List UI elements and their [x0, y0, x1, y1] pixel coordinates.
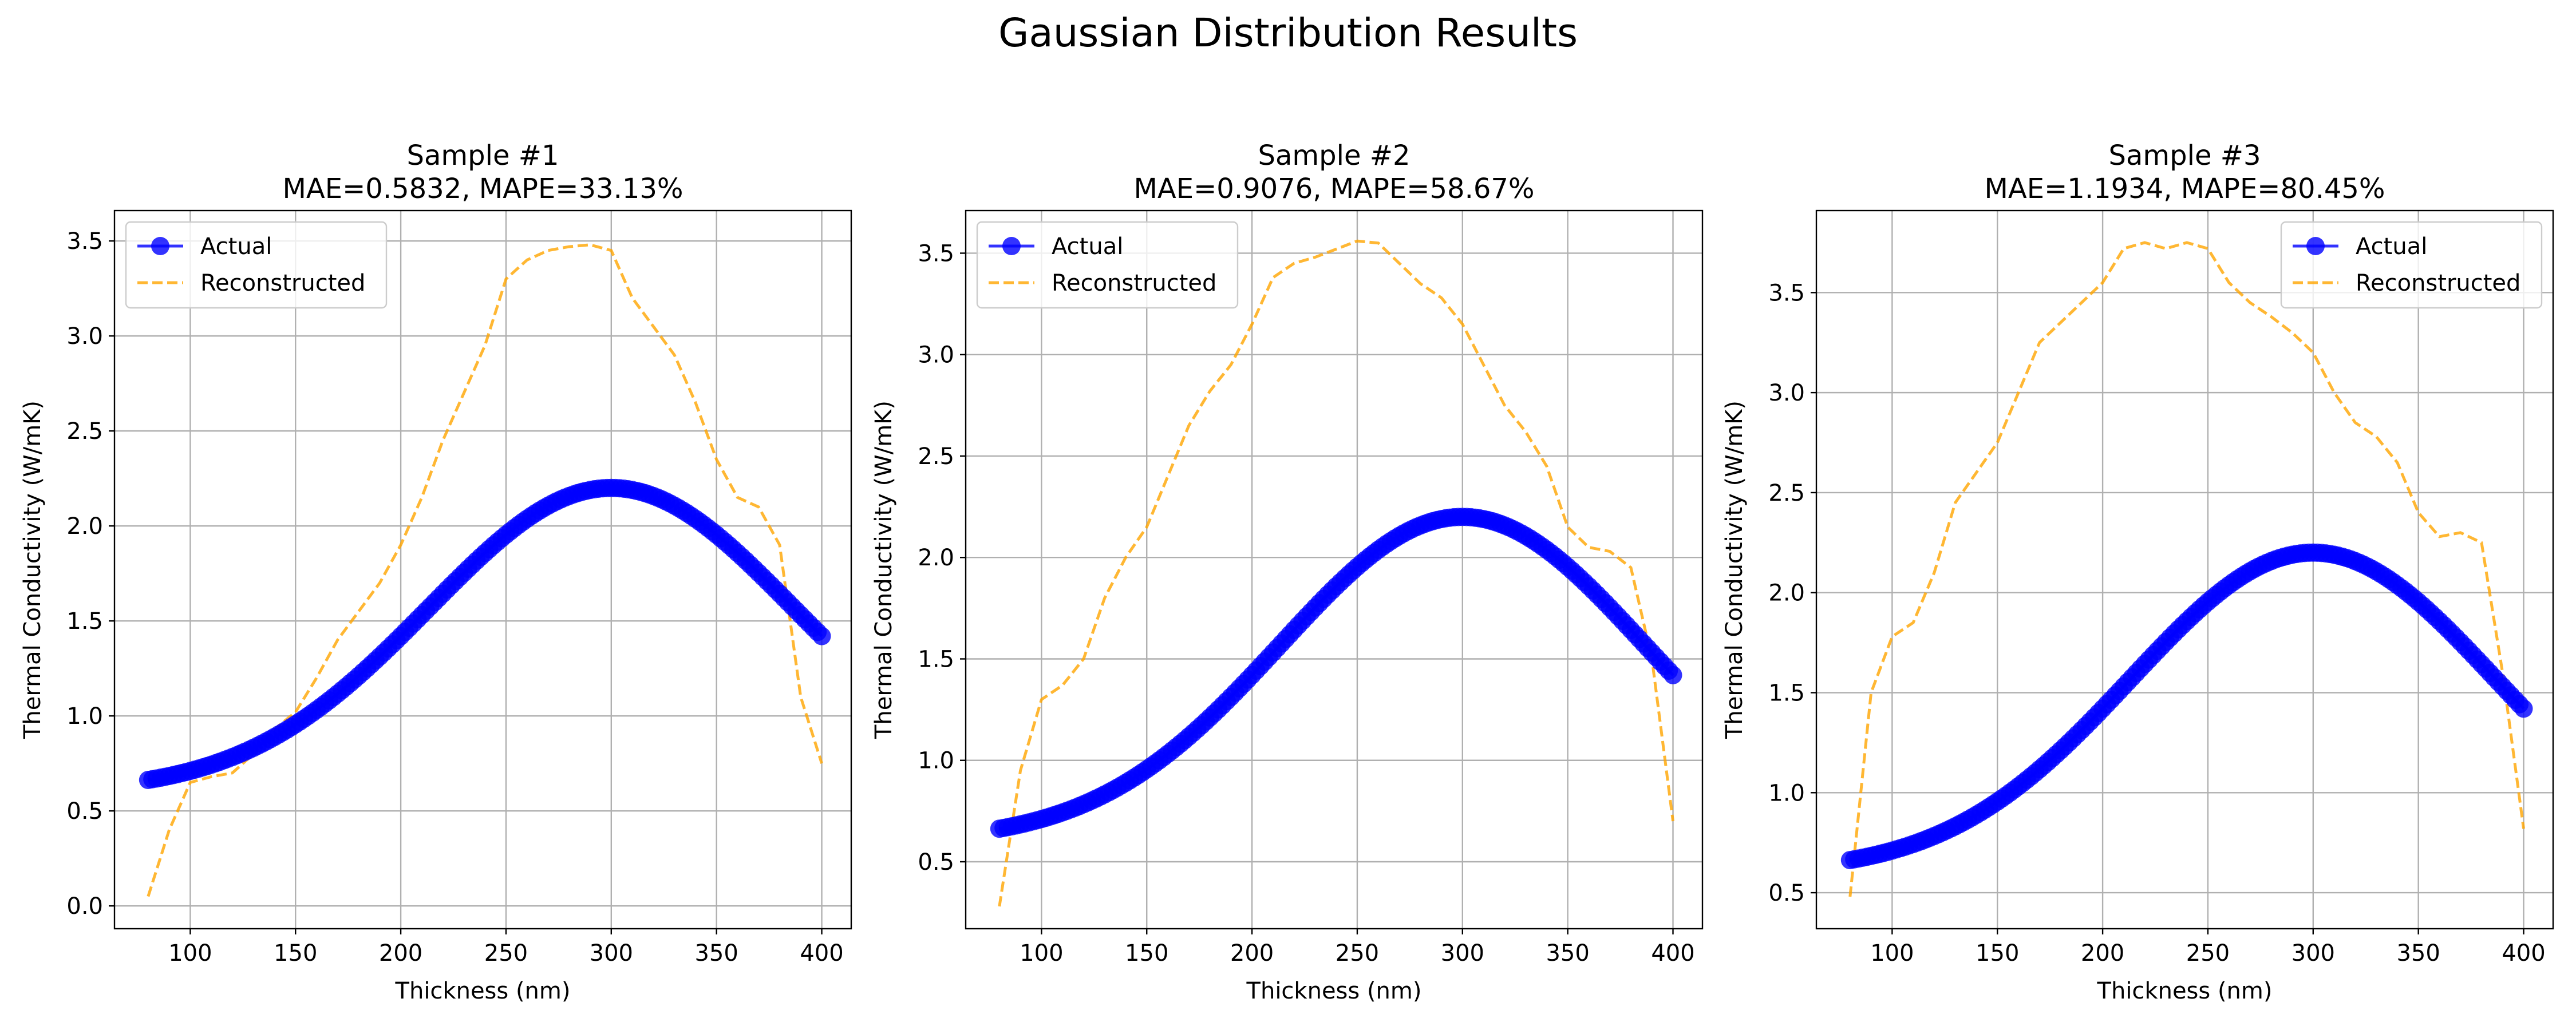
y-tick-label: 1.5	[66, 608, 103, 635]
x-tick-label: 150	[1976, 940, 2019, 966]
y-tick-label: 3.0	[66, 323, 103, 350]
legend-reconstructed-label: Reconstructed	[200, 270, 365, 296]
x-tick-label: 200	[2081, 940, 2124, 966]
y-tick-label: 1.0	[1768, 780, 1805, 806]
y-axis-label: Thermal Conductivity (W/mK)	[19, 401, 46, 739]
x-tick-label: 100	[1870, 940, 1914, 966]
subplot-title: Sample #1	[407, 140, 559, 172]
y-tick-label: 2.5	[918, 443, 954, 470]
reconstructed-series-line	[1848, 241, 2525, 897]
legend: Actual Reconstructed	[2280, 221, 2543, 309]
x-tick-label: 400	[1651, 940, 1694, 966]
y-tick-label: 3.5	[1768, 280, 1805, 306]
legend-actual-label: Actual	[200, 233, 272, 260]
x-tick-label: 300	[590, 940, 633, 966]
x-tick-label: 300	[1441, 940, 1484, 966]
y-axis-label: Thermal Conductivity (W/mK)	[1721, 401, 1748, 739]
figure-title: Gaussian Distribution Results	[998, 10, 1578, 56]
y-tick-label: 1.0	[918, 748, 954, 774]
reconstructed-series-line	[147, 243, 823, 897]
y-axis-label: Thermal Conductivity (W/mK)	[871, 401, 897, 739]
reconstructed-series-line	[998, 239, 1674, 907]
y-tick-label: 3.0	[1768, 380, 1805, 406]
y-tick-label: 0.0	[66, 893, 103, 920]
legend-box	[125, 221, 388, 309]
y-tick-label: 2.5	[66, 418, 103, 445]
x-tick-label: 200	[1230, 940, 1274, 966]
x-axis-label: Thickness (nm)	[1246, 978, 1422, 1004]
y-tick-label: 3.5	[918, 240, 954, 267]
legend-box	[976, 221, 1239, 309]
y-tick-label: 1.5	[1768, 680, 1805, 706]
subplot-sample-1: 100 150 200 250 300 350 400 0.0 0.5 1.0 1.5 2.0 2.5 3…	[19, 140, 852, 1004]
x-tick-label: 400	[800, 940, 843, 966]
y-tick-label: 0.5	[918, 849, 954, 876]
y-tick-label: 2.0	[66, 513, 103, 540]
subplot-title: Sample #3	[2109, 140, 2261, 172]
x-tick-label: 400	[2502, 940, 2545, 966]
subplot-title: Sample #2	[1258, 140, 1411, 172]
legend-actual-marker	[151, 237, 169, 255]
subplot-subtitle: MAE=1.1934, MAPE=80.45%	[1984, 173, 2385, 205]
x-tick-label: 250	[2186, 940, 2230, 966]
legend-reconstructed-label: Reconstructed	[2356, 270, 2520, 296]
legend-actual-marker	[1002, 237, 1021, 255]
x-tick-label: 150	[274, 940, 317, 966]
x-tick-label: 200	[379, 940, 422, 966]
x-axis-label: Thickness (nm)	[395, 978, 571, 1004]
y-tick-label: 1.0	[66, 703, 103, 730]
legend-reconstructed-label: Reconstructed	[1052, 270, 1216, 296]
y-tick-label: 3.5	[66, 228, 103, 255]
actual-data-point	[1664, 665, 1682, 684]
subplot-sample-3: 100 150 200 250 300 350 400 0.5 1.0 1.5 2.0 2.5 3.0 3…	[1721, 140, 2554, 1004]
legend-actual-label: Actual	[2356, 233, 2427, 260]
y-tick-label: 1.5	[918, 646, 954, 672]
y-tick-label: 2.0	[1768, 580, 1805, 607]
plot-frame	[113, 209, 852, 930]
legend-actual-marker	[2306, 237, 2325, 255]
legend-actual-label: Actual	[1052, 233, 1123, 260]
y-tick-label: 2.5	[1768, 480, 1805, 506]
y-tick-label: 0.5	[1768, 880, 1805, 906]
actual-data-point	[812, 627, 831, 645]
subplot-subtitle: MAE=0.9076, MAPE=58.67%	[1133, 173, 1534, 205]
legend-box	[2280, 221, 2543, 309]
plot-frame	[965, 209, 1704, 930]
subplot-subtitle: MAE=0.5832, MAPE=33.13%	[282, 173, 683, 205]
actual-data-point	[2514, 699, 2533, 718]
x-tick-label: 150	[1125, 940, 1168, 966]
x-tick-label: 100	[168, 940, 212, 966]
plot-frame	[1815, 209, 2554, 930]
x-tick-label: 300	[2291, 940, 2335, 966]
subplot-sample-2: 100 150 200 250 300 350 400 0.5 1.0 1.5 2.0 2.5 3.0 3…	[871, 140, 1704, 1004]
x-tick-label: 350	[1546, 940, 1589, 966]
y-tick-label: 2.0	[918, 545, 954, 571]
legend: Actual Reconstructed	[125, 221, 388, 309]
x-tick-label: 250	[484, 940, 528, 966]
x-tick-label: 100	[1020, 940, 1063, 966]
y-tick-label: 3.0	[918, 342, 954, 369]
x-tick-label: 350	[2396, 940, 2440, 966]
x-tick-label: 250	[1336, 940, 1379, 966]
x-axis-label: Thickness (nm)	[2097, 978, 2273, 1004]
y-tick-label: 0.5	[66, 798, 103, 825]
x-tick-label: 350	[694, 940, 738, 966]
legend: Actual Reconstructed	[976, 221, 1239, 309]
